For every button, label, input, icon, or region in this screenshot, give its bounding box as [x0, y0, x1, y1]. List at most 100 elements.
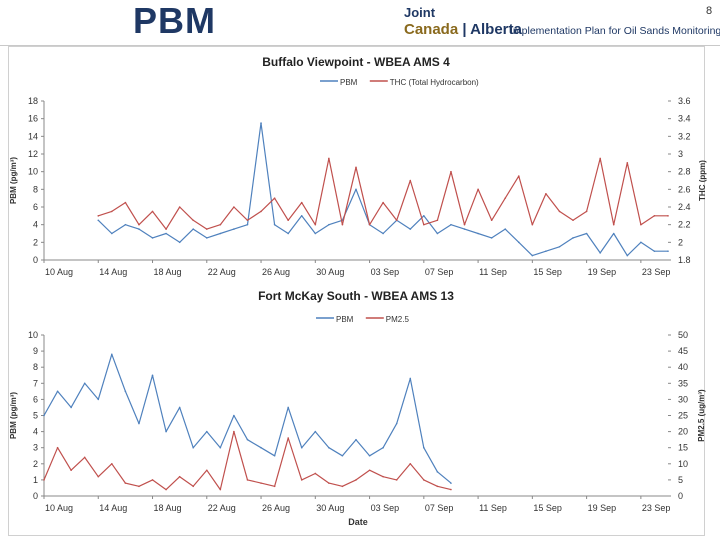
x-tick-label: 03 Sep	[371, 267, 400, 277]
data-point	[205, 237, 208, 239]
data-point	[260, 446, 262, 449]
y-axis-label-left: PBM (pg/m³)	[9, 392, 18, 439]
x-tick-label: 03 Sep	[371, 503, 400, 513]
data-point	[463, 223, 466, 226]
data-point	[653, 250, 656, 252]
data-point	[233, 414, 235, 417]
data-point	[205, 430, 208, 433]
logo-canada-text: Canada	[404, 21, 459, 38]
data-point	[151, 479, 154, 481]
data-point	[165, 232, 167, 235]
data-point	[246, 438, 249, 441]
data-point	[328, 223, 330, 226]
data-point	[382, 232, 384, 235]
data-point	[56, 390, 59, 393]
y-tick-label-left: 2	[33, 237, 38, 247]
y-tick-label-right: 2.4	[678, 202, 691, 212]
y-tick-label-right: 2.6	[678, 184, 691, 194]
x-tick-label: 14 Aug	[99, 503, 127, 513]
data-point	[97, 219, 100, 222]
data-point	[83, 382, 86, 385]
y-tick-label-left: 7	[33, 378, 38, 388]
data-point	[70, 469, 72, 472]
y-tick-label-left: 14	[28, 131, 38, 141]
data-point	[395, 479, 398, 481]
y-tick-label-right: 0	[678, 491, 683, 501]
data-point	[56, 446, 59, 449]
header-divider	[0, 45, 720, 46]
data-point	[368, 469, 371, 472]
data-point	[314, 472, 317, 475]
y-axis-label-right: PM2.5 (ug/m³)	[697, 389, 706, 442]
data-point	[178, 206, 181, 208]
x-tick-label: 07 Sep	[425, 503, 454, 513]
data-point	[517, 175, 520, 177]
data-point	[219, 488, 222, 491]
y-tick-label-right: 3.4	[678, 114, 691, 124]
data-point	[124, 201, 127, 204]
data-point	[192, 446, 195, 449]
x-axis-label: Date	[348, 517, 368, 527]
buffalo-viewpoint-chart: Buffalo Viewpoint - WBEA AMS 4 PBM THC (To…	[9, 55, 707, 277]
data-point	[151, 237, 154, 239]
data-point	[626, 162, 629, 164]
data-point	[355, 188, 357, 191]
data-point	[246, 219, 249, 222]
legend-label-0: PBM	[336, 315, 354, 324]
x-tick-label: 14 Aug	[99, 267, 127, 277]
data-point	[151, 210, 154, 213]
logo-subtitle: Implementation Plan for Oil Sands Monito…	[510, 25, 720, 37]
data-point	[450, 488, 452, 491]
data-point	[287, 219, 289, 222]
data-point	[572, 219, 574, 222]
data-point	[653, 215, 656, 217]
y-tick-label-right: 45	[678, 346, 688, 356]
y-tick-label-right: 25	[678, 411, 688, 421]
data-point	[409, 463, 412, 465]
y-tick-label-right: 10	[678, 459, 688, 469]
y-tick-label-left: 10	[28, 330, 38, 340]
chart-title: Buffalo Viewpoint - WBEA AMS 4	[262, 55, 450, 69]
data-point	[273, 485, 276, 488]
y-tick-label-right: 3.2	[678, 131, 691, 141]
chart-title: Fort McKay South - WBEA AMS 13	[258, 289, 454, 303]
data-point	[165, 228, 167, 230]
data-point	[409, 179, 412, 182]
x-tick-label: 19 Sep	[588, 267, 617, 277]
data-point	[382, 475, 384, 478]
data-point	[409, 377, 412, 380]
x-tick-label: 30 Aug	[316, 267, 344, 277]
y-tick-label-right: 3.6	[678, 96, 691, 106]
x-tick-label: 07 Sep	[425, 267, 454, 277]
data-point	[423, 223, 425, 226]
data-point	[545, 250, 547, 252]
data-point	[341, 454, 344, 457]
data-point	[423, 446, 425, 449]
data-point	[395, 422, 398, 425]
data-point	[138, 223, 140, 226]
data-point	[640, 223, 642, 226]
data-point	[314, 223, 317, 226]
y-tick-label-left: 2	[33, 459, 38, 469]
series-line-pbm	[97, 122, 668, 257]
data-point	[585, 232, 588, 235]
data-point	[423, 215, 425, 217]
x-tick-label: 15 Sep	[533, 267, 562, 277]
data-point	[151, 374, 154, 377]
data-point	[612, 223, 615, 226]
x-tick-label: 11 Sep	[479, 503, 507, 513]
y-tick-label-left: 8	[33, 362, 38, 372]
data-point	[83, 456, 86, 459]
data-point	[382, 201, 384, 204]
data-point	[423, 479, 425, 481]
data-point	[490, 219, 493, 222]
data-point	[124, 482, 127, 484]
data-point	[409, 228, 412, 230]
data-point	[273, 197, 276, 199]
y-tick-label-right: 2.2	[678, 220, 691, 230]
data-point	[558, 210, 561, 213]
data-point	[165, 488, 167, 491]
data-point	[504, 197, 507, 199]
y-tick-label-right: 35	[678, 378, 688, 388]
y-tick-label-left: 9	[33, 346, 38, 356]
